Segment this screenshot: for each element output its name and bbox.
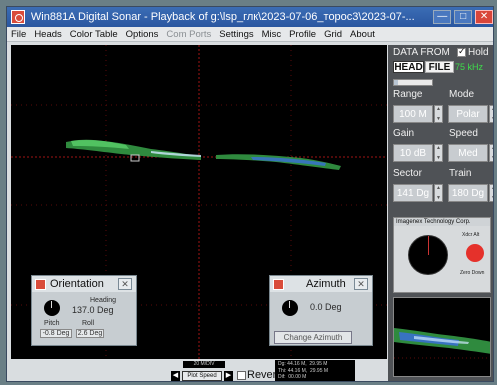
title-bar[interactable]: Win881A Digital Sonar - Playback of g:\l…	[7, 7, 493, 27]
data-from-label: DATA FROM	[393, 47, 450, 58]
heading-compass-icon	[44, 300, 60, 316]
altimeter-indicator-icon	[466, 244, 484, 262]
menu-about[interactable]: About	[350, 28, 375, 40]
heading-label: Heading	[90, 297, 117, 304]
frequency-readout: 75 kHz	[455, 62, 484, 72]
sonar-app-icon	[11, 10, 25, 24]
menu-profile[interactable]: Profile	[289, 28, 317, 40]
plot-speed-control[interactable]: Plot Speed	[182, 371, 222, 381]
profile-preview	[393, 297, 491, 377]
measurement-readout: Dg: 44.16 M, 29.95 M Thi: 44.16 M, 29.95…	[275, 360, 355, 381]
sector-value[interactable]: 141 Dg	[393, 184, 433, 202]
azimuth-compass-icon	[282, 300, 298, 316]
train-value[interactable]: 180 Dg	[448, 184, 488, 202]
speed-spinner[interactable]	[489, 144, 493, 162]
mode-label: Mode	[449, 89, 475, 100]
orientation-panel-icon	[35, 278, 46, 290]
gain-spinner[interactable]	[434, 144, 443, 162]
pitch-value: -0.8 Deg	[40, 329, 72, 338]
menu-file[interactable]: File	[11, 28, 27, 40]
playback-slider-fill	[394, 80, 398, 85]
speed-left-arrow-icon[interactable]: ◀	[171, 371, 180, 381]
azimuth-title: Azimuth	[306, 278, 346, 290]
change-azimuth-button[interactable]: Change Azimuth	[274, 331, 352, 344]
hold-checkbox[interactable]	[457, 46, 466, 57]
roll-value: 2.6 Deg	[76, 329, 104, 338]
head-source-button[interactable]: HEAD	[393, 61, 424, 73]
sonar-window: Win881A Digital Sonar - Playback of g:\l…	[6, 6, 494, 382]
azimuth-panel: Azimuth ✕ 0.0 Deg Change Azimuth	[269, 275, 373, 346]
zero-down-label: Zero Down	[460, 270, 485, 276]
menu-settings[interactable]: Settings	[219, 28, 254, 40]
altimeter-panel: Imagenex Technology Corp. Xdcr Alt Zero …	[393, 217, 491, 293]
gain-value[interactable]: 10 dB	[393, 144, 433, 162]
menu-com-ports[interactable]: Com Ports	[166, 28, 212, 40]
window-title: Win881A Digital Sonar - Playback of g:\l…	[30, 11, 415, 23]
scale-indicator: 20 M/DIV	[183, 361, 225, 368]
orientation-close-button[interactable]: ✕	[118, 278, 132, 290]
sonar-image	[11, 45, 387, 359]
sonar-display[interactable]: Orientation ✕ Heading 137.0 Deg Pitch Ro…	[11, 45, 387, 359]
xdcr-alt-label: Xdcr Alt	[462, 232, 480, 238]
reverse-label: Rever	[247, 369, 277, 381]
menu-options[interactable]: Options	[125, 28, 159, 40]
file-source-button[interactable]: FILE	[425, 61, 454, 73]
mode-spinner[interactable]	[489, 105, 493, 123]
menu-bar: File Heads Color Table Options Com Ports…	[7, 27, 493, 42]
speed-value[interactable]: Med	[448, 144, 488, 162]
speed-right-arrow-icon[interactable]: ▶	[224, 371, 233, 381]
mode-value[interactable]: Polar	[448, 105, 488, 123]
menu-misc[interactable]: Misc	[261, 28, 282, 40]
menu-heads[interactable]: Heads	[34, 28, 62, 40]
orientation-panel: Orientation ✕ Heading 137.0 Deg Pitch Ro…	[31, 275, 137, 346]
orientation-titlebar[interactable]: Orientation ✕	[32, 276, 136, 292]
minimize-button[interactable]: —	[433, 10, 452, 24]
hold-label: Hold	[468, 47, 489, 58]
sector-label: Sector	[393, 168, 422, 179]
gain-label: Gain	[393, 128, 415, 139]
azimuth-panel-icon	[273, 278, 284, 290]
sonar-returns	[66, 139, 341, 170]
heading-value: 137.0 Deg	[72, 305, 114, 315]
range-label: Range	[393, 89, 423, 100]
speed-label: Speed	[449, 128, 478, 139]
menu-grid[interactable]: Grid	[324, 28, 343, 40]
range-spinner[interactable]	[434, 105, 443, 123]
reverse-checkbox[interactable]	[237, 371, 246, 380]
altimeter-title: Imagenex Technology Corp.	[394, 218, 490, 226]
profile-preview-image	[394, 328, 490, 359]
altimeter-dial-icon	[408, 235, 448, 275]
azimuth-close-button[interactable]: ✕	[354, 278, 368, 290]
status-bar: 20 M/DIV ◀ Plot Speed ▶ Rever Dg: 44.16 …	[11, 360, 387, 381]
control-panel: DATA FROM Hold HEAD FILE 75 kHz Range Mo…	[388, 45, 493, 381]
range-value[interactable]: 100 M	[393, 105, 433, 123]
train-label: Train	[449, 168, 472, 179]
train-spinner[interactable]	[489, 184, 493, 202]
maximize-button[interactable]: □	[454, 10, 473, 24]
playback-slider[interactable]	[393, 79, 433, 86]
azimuth-titlebar[interactable]: Azimuth ✕	[270, 276, 372, 292]
close-button[interactable]: ✕	[475, 10, 493, 24]
menu-color-table[interactable]: Color Table	[69, 28, 118, 40]
orientation-title: Orientation	[50, 278, 104, 290]
pitch-label: Pitch	[44, 320, 60, 327]
azimuth-value: 0.0 Deg	[310, 302, 342, 312]
roll-label: Roll	[82, 320, 95, 327]
sector-spinner[interactable]	[434, 184, 443, 202]
